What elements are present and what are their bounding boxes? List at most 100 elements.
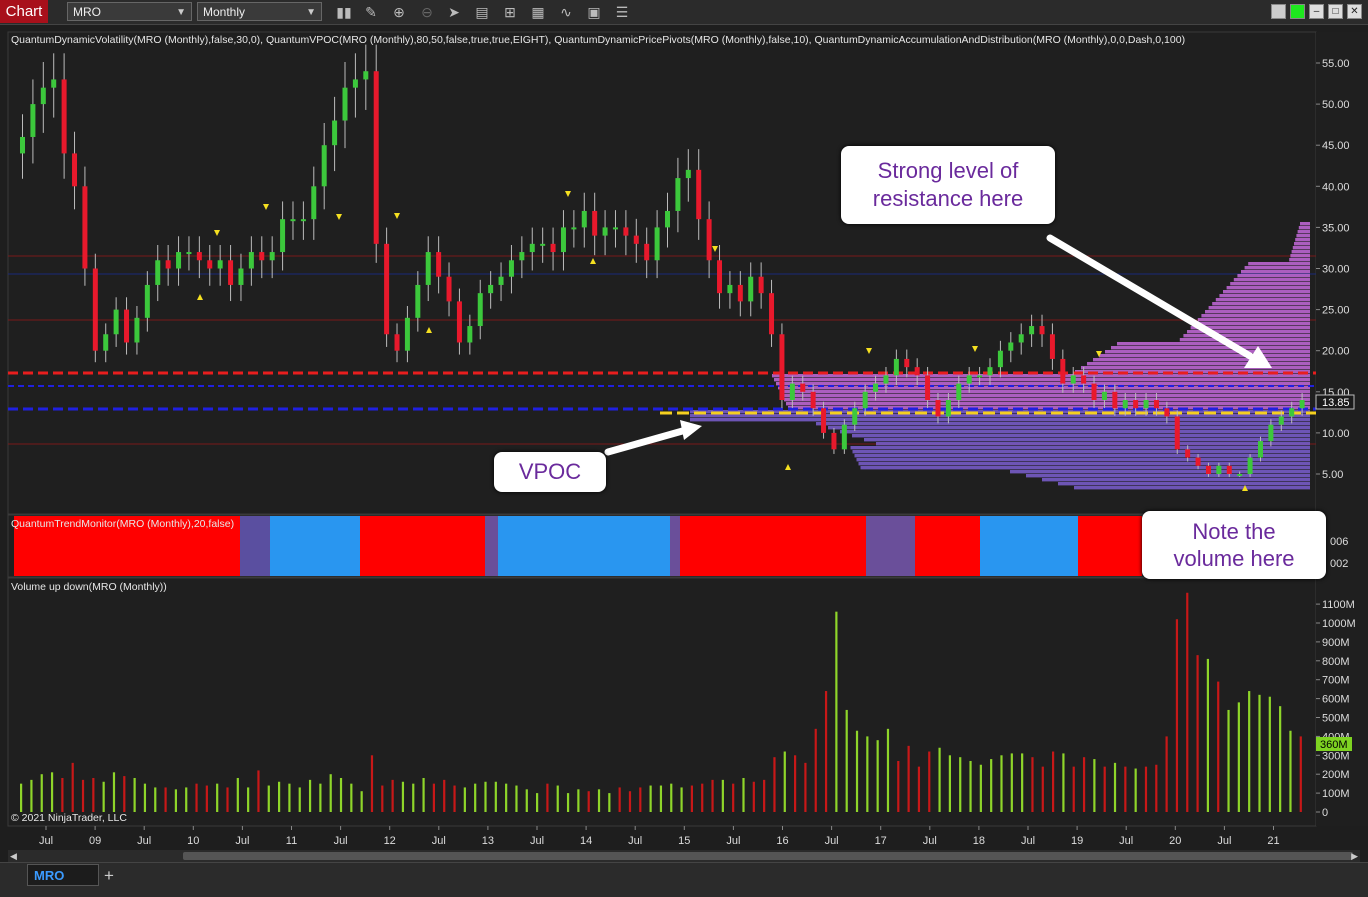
down-candle [644, 243, 650, 261]
up-candle [560, 227, 566, 253]
volume-profile-bar [1212, 302, 1310, 306]
properties-icon[interactable]: ⊞ [504, 4, 516, 20]
volume-down-bar [81, 779, 85, 812]
pivot-markers [197, 191, 1248, 491]
period-selector[interactable]: Monthly ▼ [197, 2, 322, 21]
down-candle [717, 260, 723, 294]
tab-mro[interactable]: MRO [27, 864, 99, 886]
pivot-down-icon [712, 246, 718, 252]
price-tick-label: 50.00 [1322, 99, 1350, 111]
up-candle [841, 424, 847, 450]
price-indicator-label: QuantumDynamicVolatility(MRO (Monthly),f… [11, 34, 1186, 46]
volume-tick-label: 100M [1322, 788, 1350, 800]
pivot-down-icon [972, 346, 978, 352]
up-candle [1257, 441, 1263, 458]
volume-profile-bar [1298, 226, 1310, 230]
volume-tick-label: 1000M [1322, 618, 1356, 630]
last-price-value: 13.85 [1322, 397, 1350, 409]
chevron-down-icon: ▼ [176, 7, 186, 18]
resistance-callout-line1: Strong level of [877, 158, 1019, 183]
vpoc-callout: VPOC [494, 452, 606, 492]
link-color-icon[interactable] [1271, 4, 1286, 19]
bar-type-icon[interactable]: ▮▮ [336, 4, 352, 20]
volume-profile-bar [856, 458, 1310, 462]
volume-up-bar [1000, 755, 1003, 812]
date-tick-label: Jul [235, 835, 249, 847]
pointer-icon[interactable]: ➤ [448, 4, 460, 20]
chevron-down-icon: ▼ [306, 7, 316, 18]
up-candle [498, 276, 504, 285]
minimize-icon[interactable]: – [1309, 4, 1324, 19]
volume-profile-bar [1194, 322, 1310, 326]
templates-icon[interactable]: ▣ [587, 4, 601, 20]
trend-band [498, 516, 670, 576]
up-candle [477, 293, 483, 327]
volume-up-bar [515, 785, 518, 812]
volume-up-bar [1279, 706, 1282, 812]
price-tick-label: 35.00 [1322, 222, 1350, 234]
date-tick-label: Jul [137, 835, 151, 847]
zoom-in-icon[interactable]: ⊕ [393, 4, 405, 20]
date-tick-label: Jul [628, 835, 642, 847]
up-candle [581, 210, 587, 228]
up-candle [363, 71, 369, 80]
date-tick-label: Jul [1119, 835, 1133, 847]
up-candle [103, 334, 109, 351]
chart-window-tab[interactable]: Chart [0, 0, 48, 23]
close-icon[interactable]: ✕ [1347, 4, 1362, 19]
volume-down-bar [1175, 619, 1179, 812]
add-tab-button[interactable]: + [104, 866, 114, 885]
volume-profile-bar [1187, 330, 1310, 334]
up-candle [1278, 416, 1284, 425]
instrument-selector[interactable]: MRO ▼ [67, 2, 192, 21]
volume-down-bar [391, 779, 394, 812]
volume-profile-bar [772, 374, 1310, 378]
date-tick-label: Jul [39, 835, 53, 847]
trend-band [360, 516, 485, 576]
strategies-icon[interactable]: ▦ [531, 4, 545, 20]
trend-band [915, 516, 980, 576]
up-candle [1143, 400, 1149, 409]
last-volume-tag [1316, 737, 1352, 751]
scroll-right-icon[interactable]: ▶ [1351, 851, 1358, 861]
down-candle [633, 235, 639, 244]
up-candle [1299, 400, 1305, 409]
maximize-icon[interactable]: □ [1328, 4, 1343, 19]
volume-up-bar [866, 736, 869, 812]
up-candle [20, 136, 25, 154]
down-candle [1174, 416, 1180, 450]
volume-profile-bar [1215, 298, 1310, 302]
up-candle [342, 87, 348, 121]
pivot-down-icon [263, 204, 269, 210]
volume-profile-bar [1026, 474, 1310, 478]
resistance-arrow [1046, 234, 1272, 368]
volume-profile-bar [1208, 306, 1310, 310]
volume-profile-bar [1179, 338, 1310, 342]
scroll-thumb[interactable] [183, 852, 1353, 860]
down-candle [124, 309, 130, 343]
volume-profile-bar [1226, 286, 1310, 290]
draw-pencil-icon[interactable]: ✎ [365, 4, 377, 20]
down-candle [831, 432, 837, 450]
volume-up-bar [536, 793, 539, 812]
volume-profile-bar [1105, 350, 1310, 354]
horizontal-scrollbar[interactable]: ◀ ▶ [8, 850, 1360, 862]
list-icon[interactable]: ☰ [615, 4, 629, 20]
volume-up-bar [1206, 658, 1209, 812]
volume-profile-bar [776, 382, 1310, 386]
volume-profile-bar [1087, 362, 1310, 366]
instrument-link-icon[interactable] [1290, 4, 1305, 19]
zoom-out-icon[interactable]: ⊖ [421, 4, 433, 20]
volume-up-bar [742, 777, 745, 812]
volume-profile-bar [864, 438, 1310, 442]
volume-up-bar [979, 764, 982, 812]
down-candle [1133, 400, 1139, 409]
indicators-icon[interactable]: ∿ [560, 4, 572, 20]
data-box-icon[interactable]: ▤ [475, 4, 489, 20]
vpoc-arrow [604, 420, 702, 456]
up-candle [300, 219, 306, 222]
scroll-left-icon[interactable]: ◀ [10, 851, 17, 861]
volume-up-bar [505, 783, 508, 812]
volume-up-bar [484, 781, 487, 812]
